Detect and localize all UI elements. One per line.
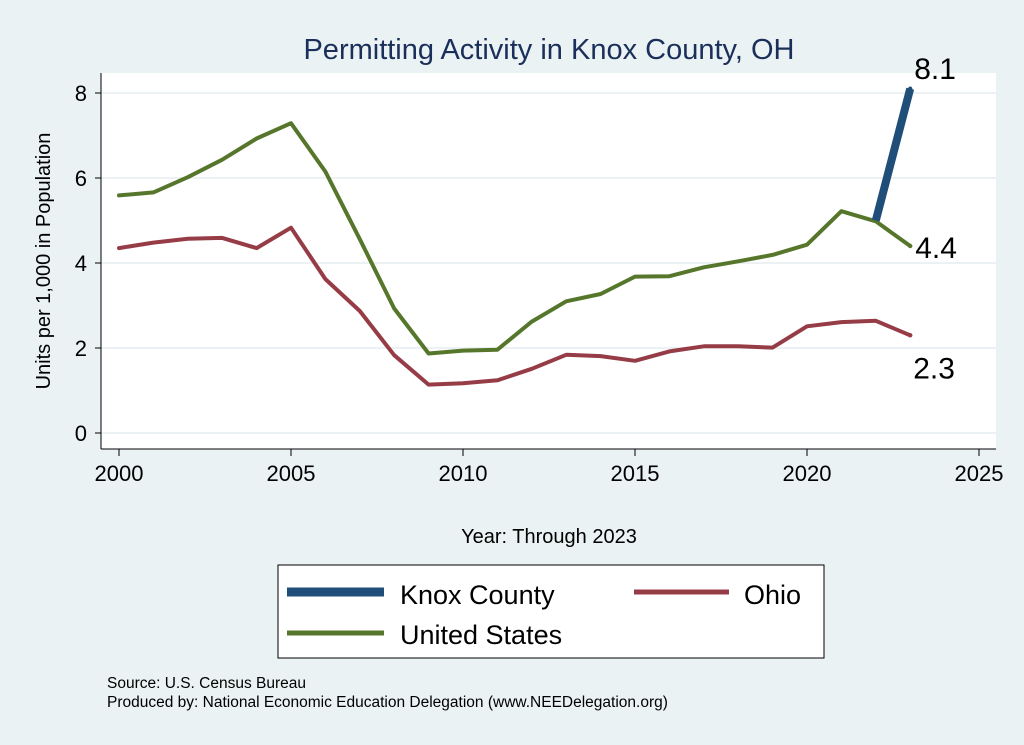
series-endpoint-ohio bbox=[908, 333, 913, 338]
plot-area bbox=[101, 73, 996, 449]
x-tick-label: 2010 bbox=[439, 461, 488, 486]
series-line-united-states bbox=[117, 121, 913, 356]
x-tick-label: 2005 bbox=[267, 461, 316, 486]
legend-label-united-states: United States bbox=[400, 620, 562, 650]
legend: Knox County Ohio United States bbox=[277, 564, 825, 659]
x-tick-label: 2000 bbox=[95, 461, 144, 486]
source-note: Source: U.S. Census Bureau bbox=[107, 675, 306, 692]
legend-label-knox-county: Knox County bbox=[400, 580, 555, 610]
series-endpoint-united-states bbox=[908, 243, 913, 249]
x-tick-label: 2025 bbox=[955, 461, 1004, 486]
y-tick-label: 0 bbox=[75, 421, 87, 446]
axes-layer: 0 2 4 6 8 2000 2005 2010 2015 2020 2025 bbox=[75, 73, 1004, 486]
series-line-ohio bbox=[117, 225, 913, 387]
legend-label-ohio: Ohio bbox=[744, 580, 801, 610]
legend-box bbox=[277, 564, 825, 659]
legend-items: Knox County Ohio United States bbox=[287, 580, 801, 650]
grid-layer bbox=[101, 92, 996, 434]
x-tick-label: 2015 bbox=[611, 461, 660, 486]
y-tick-label: 4 bbox=[75, 251, 87, 276]
producer-note: Produced by: National Economic Education… bbox=[107, 694, 668, 711]
y-tick-label: 6 bbox=[75, 166, 87, 191]
chart-title: Permitting Activity in Knox County, OH bbox=[303, 34, 794, 66]
series-line-knox-county bbox=[871, 87, 915, 222]
x-axis-title: Year: Through 2023 bbox=[461, 526, 637, 548]
y-axis-title: Units per 1,000 in Population bbox=[33, 133, 55, 390]
end-labels-layer: 8.1 2.3 4.4 bbox=[913, 53, 957, 386]
x-tick-label: 2020 bbox=[783, 461, 832, 486]
series-endpoint-knox-county bbox=[908, 86, 913, 91]
y-tick-label: 8 bbox=[75, 81, 87, 106]
y-tick-label: 2 bbox=[75, 336, 87, 361]
end-label-united-states: 4.4 bbox=[915, 232, 957, 265]
end-label-knox-county: 8.1 bbox=[914, 53, 956, 86]
series-layer bbox=[117, 86, 915, 387]
end-label-ohio: 2.3 bbox=[913, 352, 955, 385]
